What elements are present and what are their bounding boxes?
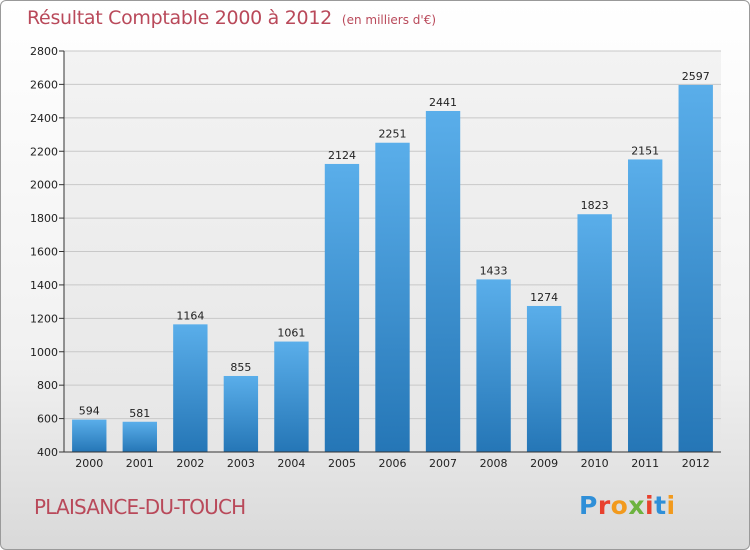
x-tick-label: 2006	[379, 457, 407, 470]
data-label: 1433	[480, 264, 508, 277]
logo-letter: o	[610, 491, 629, 520]
x-tick-label: 2002	[176, 457, 204, 470]
logo-letter: x	[628, 491, 645, 520]
y-tick-label: 1000	[30, 346, 58, 359]
data-label: 1274	[530, 291, 558, 304]
y-tick-label: 800	[37, 379, 58, 392]
data-label: 2124	[328, 149, 356, 162]
data-label: 1823	[581, 199, 609, 212]
bar	[375, 142, 410, 452]
y-tick-label: 400	[37, 446, 58, 459]
bar	[425, 110, 461, 453]
bar	[223, 375, 259, 452]
x-tick-label: 2007	[429, 457, 457, 470]
y-tick-label: 1200	[30, 312, 58, 325]
title-text: Résultat Comptable 2000 à 2012	[27, 7, 332, 29]
x-tick-label: 2001	[126, 457, 154, 470]
bar	[122, 421, 157, 452]
x-tick-label: 2005	[328, 457, 356, 470]
y-tick-label: 1600	[30, 246, 58, 259]
x-tick-label: 2000	[75, 457, 103, 470]
y-tick-label: 2800	[30, 45, 58, 58]
logo-letter: P	[579, 491, 598, 520]
y-tick-label: 2600	[30, 78, 58, 91]
bar	[577, 214, 612, 452]
logo-letter: t	[654, 491, 667, 520]
logo-letter: i	[666, 491, 676, 520]
y-tick-label: 2000	[30, 179, 58, 192]
x-tick-label: 2012	[682, 457, 710, 470]
data-label: 855	[230, 361, 251, 374]
bar	[628, 159, 663, 453]
y-tick-label: 1400	[30, 279, 58, 292]
proxiti-logo[interactable]: Proxiti	[579, 491, 676, 520]
x-tick-label: 2011	[631, 457, 659, 470]
x-tick-label: 2004	[277, 457, 305, 470]
x-tick-label: 2008	[480, 457, 508, 470]
x-axis: 2000 2001 2002 2003 2004 2005 2006 2007 2008 2009…	[64, 451, 721, 470]
data-label: 594	[79, 405, 100, 418]
bar	[173, 324, 208, 452]
location-name: PLAISANCE-DU-TOUCH	[34, 495, 246, 519]
y-tick-label: 1800	[30, 212, 58, 225]
y-tick-label: 2400	[30, 112, 58, 125]
y-tick-label: 2200	[30, 145, 58, 158]
data-label: 581	[129, 407, 150, 420]
data-label: 2597	[682, 70, 710, 83]
chart-title: Résultat Comptable 2000 à 2012 (en millie…	[27, 7, 436, 29]
bar	[72, 419, 107, 452]
bar	[678, 84, 713, 453]
x-tick-label: 2003	[227, 457, 255, 470]
bar	[324, 163, 360, 452]
data-label: 2151	[631, 144, 659, 157]
data-label: 2441	[429, 96, 457, 109]
data-label: 1164	[176, 309, 204, 322]
bar	[274, 341, 309, 452]
x-tick-label: 2010	[581, 457, 609, 470]
unit-note: (en milliers d'€)	[341, 13, 437, 27]
x-tick-label: 2009	[530, 457, 558, 470]
y-axis: 400 600 800 1000 1200 1400 1600 1800 2000 2200 240…	[30, 45, 65, 459]
logo-letter: i	[645, 491, 655, 520]
bar	[476, 279, 511, 452]
data-label: 1061	[277, 327, 305, 340]
logo-letter: r	[597, 491, 611, 520]
data-label: 2251	[379, 128, 407, 141]
bars: 594 581 1164 855 1061 2124 2251 2441 1433 1274 182…	[72, 70, 713, 453]
bar	[526, 305, 562, 452]
y-tick-label: 600	[37, 413, 58, 426]
